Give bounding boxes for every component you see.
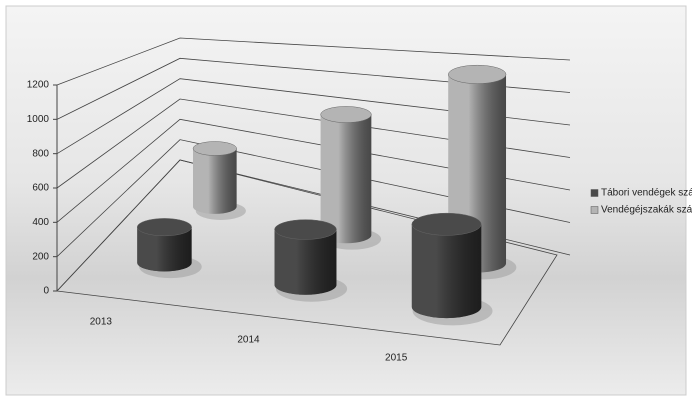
y-tick-label: 800 [32, 148, 49, 159]
y-tick-label: 1200 [27, 80, 50, 91]
grid-line [56, 57, 571, 120]
cylinder-shade [193, 148, 237, 214]
legend-label: Vendégéjszakák száma [601, 205, 692, 216]
grid-line [56, 118, 571, 223]
legend-swatch [590, 206, 599, 214]
cylinder-top [411, 212, 482, 236]
y-tick-label: 600 [32, 183, 49, 194]
cylinder-top [274, 219, 337, 240]
y-tick-label: 0 [43, 286, 49, 297]
x-tick-label: 2015 [385, 353, 408, 364]
cylinder-top [192, 141, 237, 156]
y-tick-label: 400 [32, 217, 49, 228]
legend-swatch [590, 189, 599, 197]
cylinder-shade [137, 227, 192, 272]
grid-line [56, 98, 571, 189]
cylinder-top [320, 106, 372, 123]
x-tick-label: 2013 [90, 317, 113, 328]
legend-label: Tábori vendégek száma [601, 188, 692, 199]
grid-line [56, 37, 571, 86]
cylinder-shade [411, 224, 482, 319]
grid-line [56, 78, 571, 155]
cylinder-shade [274, 229, 337, 295]
cylinder-shade [320, 114, 372, 244]
y-tick-label: 200 [32, 251, 49, 262]
grid-line [56, 139, 571, 257]
cylinder-top [448, 64, 507, 84]
y-tick-label: 1000 [27, 114, 50, 125]
cylinder-top [136, 218, 192, 237]
x-tick-label: 2014 [237, 335, 260, 346]
